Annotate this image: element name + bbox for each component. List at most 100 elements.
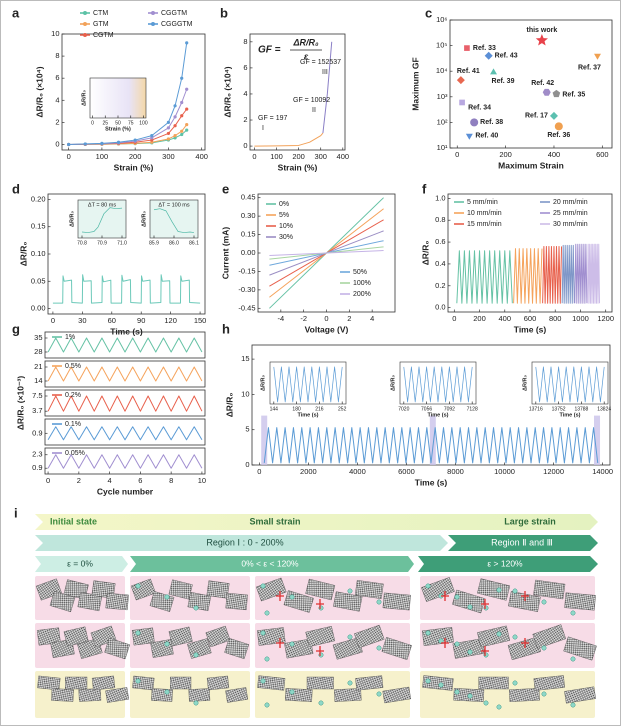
chart: 0 200 400 600 10¹ 10² 10³ 10⁴ 10⁵ 10⁶ Maximum Stra…	[410, 5, 613, 170]
point-label: Ref. 33	[473, 45, 496, 52]
nanoparticle	[512, 588, 518, 594]
graphene-sheet	[168, 626, 193, 647]
data-point	[150, 140, 154, 144]
graphene-sheet	[151, 688, 173, 702]
series-line	[47, 337, 203, 353]
point-label: Ref. 43	[495, 53, 518, 60]
chart: 13716 13752 13788 13824 Time (s) ΔR/R₀	[522, 361, 611, 418]
x-tick-label: 0	[252, 152, 256, 161]
nanoparticle	[260, 583, 266, 589]
y-tick-label: 0.0	[435, 303, 445, 312]
nanoparticle	[347, 588, 353, 594]
y-tick-label: 10²	[437, 117, 448, 126]
x-tick-label: 10000	[494, 467, 515, 476]
nanoparticle	[541, 691, 547, 697]
y-tick-label: 10	[51, 29, 59, 38]
strain-bar	[130, 556, 414, 572]
nanoparticle	[570, 702, 576, 708]
y-tick-label: 10	[241, 389, 249, 398]
y-tick-label: 28	[34, 347, 42, 356]
graphene-sheet	[206, 675, 230, 691]
data-point	[83, 142, 87, 146]
legend-marker	[151, 22, 155, 26]
data-point	[554, 122, 563, 131]
y-axis-label: ΔR/R₀	[522, 375, 528, 391]
nanoparticle	[483, 700, 489, 706]
plot-area	[77, 199, 127, 239]
data-point	[166, 137, 171, 141]
x-tick-label: 0	[455, 150, 459, 159]
graphene-sheet	[477, 578, 511, 601]
y-tick-label: -0.45	[238, 303, 255, 312]
nanoparticle	[438, 682, 444, 688]
data-point	[133, 138, 137, 142]
x-tick-label: 25	[102, 120, 108, 126]
x-tick-label: -4	[277, 314, 284, 323]
series-line	[254, 132, 324, 147]
y-tick-label: 0.00	[31, 304, 46, 313]
nanoparticle	[289, 641, 295, 647]
y-tick-label: 0.4	[435, 259, 445, 268]
inset-window	[594, 415, 601, 465]
point-label: Ref. 38	[480, 119, 503, 126]
x-axis-label: Voltage (V)	[305, 324, 349, 334]
region-label: Region Ⅱ and Ⅲ	[491, 537, 553, 547]
y-axis-label: ΔR/R₀	[18, 242, 28, 267]
point-label: Ref. 35	[562, 92, 585, 99]
x-tick-label: 1000	[572, 314, 589, 323]
nanoparticle	[454, 594, 460, 600]
legend-label: 1%	[65, 334, 75, 341]
x-tick-label: 13824	[597, 406, 611, 412]
y-tick-label: -0.15	[238, 266, 255, 275]
panel-label: f	[422, 181, 427, 196]
x-tick-label: 4000	[349, 467, 366, 476]
x-tick-label: 300	[314, 152, 327, 161]
x-tick-label: 600	[524, 314, 537, 323]
inset-window	[261, 415, 268, 465]
crack-mark	[276, 638, 284, 648]
x-tick-label: 4	[370, 314, 374, 323]
annotation: GF = 10092	[293, 97, 330, 104]
y-tick-label: -0.30	[238, 285, 255, 294]
y-axis-label: ΔR/R₀ (×10⁻³)	[15, 376, 25, 431]
series-line	[68, 42, 188, 145]
plot-area	[449, 19, 613, 149]
legend-label: 10 mm/min	[467, 210, 502, 217]
x-axis-label: Time (s)	[298, 412, 319, 418]
plot-area	[399, 361, 477, 405]
chart: 0 25 50 75 100 Strain (%) ΔR/R₀	[81, 77, 148, 132]
x-tick-label: 100	[270, 152, 283, 161]
y-axis-label: ΔR/R₀	[420, 241, 430, 266]
graphene-sheet	[225, 687, 249, 703]
y-tick-label: 10¹	[437, 143, 448, 152]
data-point	[465, 133, 473, 140]
x-tick-label: 14000	[592, 467, 613, 476]
nanoparticle	[193, 700, 199, 706]
y-tick-label: 4	[55, 95, 59, 104]
point-label: Ref. 34	[468, 104, 491, 111]
y-tick-label: 5	[245, 425, 249, 434]
data-point	[456, 76, 465, 85]
legend-label: 30%	[279, 234, 293, 241]
y-tick-label: 0.10	[31, 249, 46, 258]
graphene-sheet	[206, 580, 230, 599]
x-tick-label: 2000	[300, 467, 317, 476]
series-line	[574, 243, 588, 304]
y-axis-label: ΔR/R₀	[390, 375, 396, 391]
series-line	[47, 395, 203, 412]
graphene-sheet	[354, 580, 384, 599]
y-axis-label: ΔR/R₀	[141, 211, 147, 227]
x-tick-label: 400	[548, 150, 561, 159]
nanoparticle	[496, 631, 502, 637]
legend-marker	[83, 33, 87, 37]
y-tick-label: 0.30	[241, 211, 256, 220]
nanoparticle	[164, 641, 170, 647]
crack-mark	[441, 638, 449, 648]
legend-label: 10%	[279, 223, 293, 230]
y-tick-label: 4	[243, 89, 247, 98]
graphene-sheet	[51, 688, 74, 702]
data-point	[180, 132, 184, 137]
chart: 7020 7056 7092 7128 Time (s) ΔR/R₀	[390, 361, 478, 418]
nanoparticle	[425, 583, 431, 589]
y-axis-label: ΔR/R₀ (×10⁴)	[222, 66, 232, 117]
